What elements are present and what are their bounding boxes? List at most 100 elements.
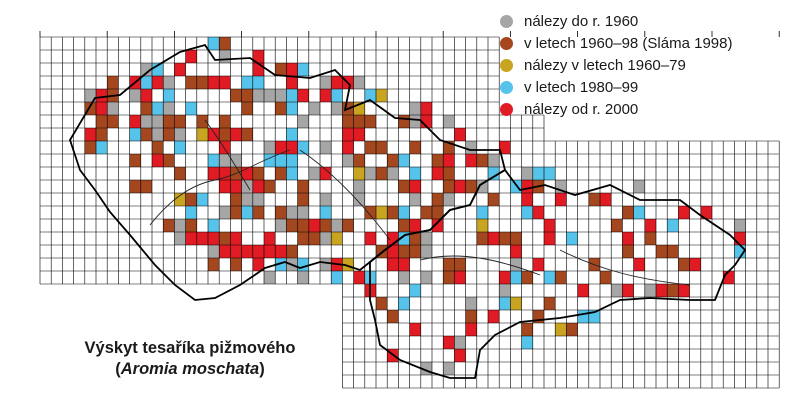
occurrence-cell — [185, 76, 197, 89]
occurrence-cell — [544, 167, 556, 180]
caption-species-line: (Aromia moschata) — [40, 359, 340, 380]
occurrence-cell — [230, 193, 242, 206]
occurrence-cell — [432, 167, 444, 180]
slovakia-border — [369, 168, 747, 379]
occurrence-cell — [521, 206, 533, 219]
occurrence-cell — [219, 37, 231, 50]
occurrence-cell — [532, 167, 544, 180]
occurrence-cell — [163, 115, 175, 128]
occurrence-cell — [152, 76, 164, 89]
occurrence-cell — [488, 154, 500, 167]
occurrence-cell — [443, 193, 455, 206]
legend-marker-grey — [500, 14, 513, 28]
occurrence-cell — [219, 115, 231, 128]
occurrence-cell — [387, 206, 399, 219]
occurrence-cell — [96, 115, 108, 128]
occurrence-cell — [409, 193, 421, 206]
occurrence-cell — [297, 206, 309, 219]
occurrence-cell — [163, 128, 175, 141]
occurrence-cell — [387, 258, 399, 271]
occurrence-cell — [432, 193, 444, 206]
occurrence-cell — [331, 76, 343, 89]
occurrence-cell — [174, 63, 186, 76]
occurrence-cell — [297, 232, 309, 245]
occurrence-cell — [499, 271, 511, 284]
occurrence-cell — [353, 271, 365, 284]
occurrence-cell — [331, 89, 343, 102]
occurrence-cell — [443, 154, 455, 167]
occurrence-cell — [465, 180, 477, 193]
occurrence-cell — [353, 115, 365, 128]
occurrence-cell — [241, 102, 253, 115]
occurrence-cell — [611, 284, 623, 297]
occurrence-cell — [387, 167, 399, 180]
occurrence-cell — [208, 232, 220, 245]
occurrence-cell — [454, 258, 466, 271]
occurrence-cell — [174, 115, 186, 128]
legend-marker-blue — [500, 80, 513, 94]
close-paren: ) — [259, 360, 265, 378]
occurrence-cell — [163, 154, 175, 167]
occurrence-cell — [241, 193, 253, 206]
occurrence-cell — [644, 284, 656, 297]
occurrence-cell — [678, 284, 690, 297]
occurrence-cell — [152, 141, 164, 154]
occurrence-cell — [633, 206, 645, 219]
map-caption: Výskyt tesaříka pižmového (Aromia moscha… — [40, 338, 340, 380]
occurrence-cell — [275, 141, 287, 154]
occurrence-cell — [342, 141, 354, 154]
occurrence-cell — [297, 219, 309, 232]
occurrence-cell — [230, 89, 242, 102]
occurrence-cell — [252, 180, 264, 193]
occurrence-cell — [230, 128, 242, 141]
occurrence-cell — [196, 128, 208, 141]
occurrence-cell — [297, 115, 309, 128]
occurrence-cell — [129, 180, 141, 193]
occurrence-cell — [364, 141, 376, 154]
occurrence-cell — [364, 89, 376, 102]
occurrence-cell — [499, 141, 511, 154]
occurrence-cell — [409, 141, 421, 154]
occurrence-cell — [275, 206, 287, 219]
occurrence-cell — [241, 128, 253, 141]
occurrence-cell — [432, 206, 444, 219]
occurrence-cell — [219, 76, 231, 89]
occurrence-cell — [264, 232, 276, 245]
occurrence-cell — [476, 180, 488, 193]
occurrence-cell — [252, 193, 264, 206]
occurrence-cell — [398, 206, 410, 219]
occurrence-cell — [275, 154, 287, 167]
occurrence-cell — [432, 219, 444, 232]
occurrence-cell — [409, 284, 421, 297]
occurrence-cell — [398, 154, 410, 167]
occurrence-cell — [174, 219, 186, 232]
occurrence-cell — [353, 167, 365, 180]
occurrence-cell — [163, 89, 175, 102]
occurrence-cell — [376, 297, 388, 310]
occurrence-cell — [398, 232, 410, 245]
occurrence-cell — [275, 89, 287, 102]
occurrence-cell — [734, 232, 746, 245]
occurrence-cell — [521, 193, 533, 206]
occurrence-cell — [230, 154, 242, 167]
occurrence-cell — [364, 167, 376, 180]
occurrence-cell — [129, 154, 141, 167]
occurrence-cell — [241, 167, 253, 180]
occurrence-cell — [230, 245, 242, 258]
occurrence-cell — [219, 180, 231, 193]
occurrence-cell — [521, 180, 533, 193]
occurrence-cell — [140, 128, 152, 141]
legend-label: nálezy od r. 2000 — [524, 100, 639, 118]
occurrence-cell — [409, 232, 421, 245]
occurrence-cell — [443, 115, 455, 128]
occurrence-cell — [174, 193, 186, 206]
legend-marker-brown — [500, 36, 513, 50]
occurrence-cell — [443, 141, 455, 154]
occurrence-cell — [633, 180, 645, 193]
occurrence-cell — [286, 102, 298, 115]
occurrence-cell — [140, 76, 152, 89]
occurrence-cell — [286, 154, 298, 167]
occurrence-cell — [320, 219, 332, 232]
occurrence-cell — [454, 271, 466, 284]
